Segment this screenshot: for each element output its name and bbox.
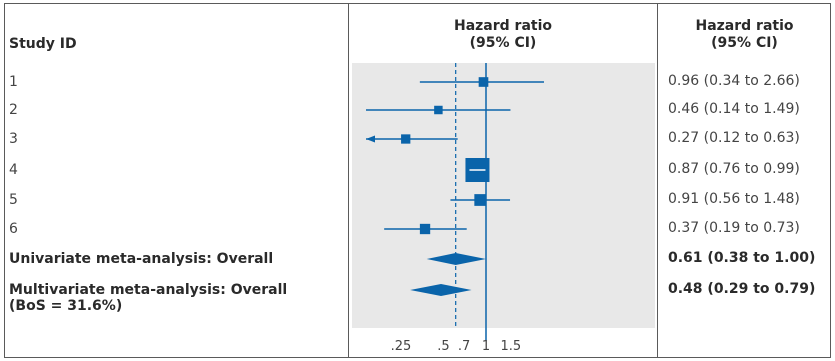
study-point (419, 223, 431, 235)
plot-header: Hazard ratio (95% CI) (349, 18, 657, 52)
study-point (401, 134, 411, 144)
study-point (478, 77, 489, 87)
study-label: 4 (9, 162, 18, 178)
study-label: 6 (9, 221, 18, 237)
x-tick-label: .5 (437, 339, 449, 354)
overall-label: Multivariate meta-analysis: Overall (9, 282, 288, 298)
overall-diamond (410, 284, 472, 296)
hr-column-header-line1: Hazard ratio (695, 18, 794, 34)
study-hr-value: 0.37 (0.19 to 0.73) (668, 220, 800, 236)
study-label: 1 (9, 74, 18, 90)
column-divider-left (348, 3, 349, 358)
study-hr-value: 0.91 (0.56 to 1.48) (668, 191, 800, 207)
figure-frame (4, 3, 831, 358)
overall-label-sub: (BoS = 31.6%) (9, 298, 123, 314)
hr-column-header: Hazard ratio (95% CI) (658, 18, 831, 52)
plot-header-line1: Hazard ratio (453, 18, 553, 34)
x-tick-label: 1 (482, 339, 490, 354)
x-tick-label: 1.5 (501, 339, 522, 354)
overall-label: Univariate meta-analysis: Overall (9, 251, 274, 267)
hr-column-header-line2: (95% CI) (711, 35, 778, 51)
study-label: 3 (9, 131, 18, 147)
study-hr-value: 0.27 (0.12 to 0.63) (668, 130, 800, 146)
study-hr-value: 0.96 (0.34 to 2.66) (668, 73, 800, 89)
overall-diamond (426, 253, 486, 265)
study-hr-value: 0.87 (0.76 to 0.99) (668, 161, 800, 177)
study-id-header: Study ID (9, 36, 77, 52)
study-hr-value: 0.46 (0.14 to 1.49) (668, 101, 800, 117)
x-tick-label: .25 (391, 339, 412, 354)
overall-hr-value: 0.48 (0.29 to 0.79) (668, 281, 816, 297)
overall-row-label: Univariate meta-analysis: Overall (9, 251, 273, 267)
study-label: 5 (9, 192, 18, 208)
column-divider-right (657, 3, 658, 358)
study-point (474, 194, 487, 206)
study-label: 2 (9, 102, 18, 118)
study-point (434, 105, 443, 115)
overall-hr-value: 0.61 (0.38 to 1.00) (668, 250, 816, 266)
overall-row-label: Multivariate meta-analysis: Overall (BoS … (9, 282, 287, 314)
plot-header-line2: (95% CI) (469, 35, 537, 51)
ci-arrow (366, 135, 375, 143)
x-tick-label: .7 (458, 339, 470, 354)
plot-background (352, 63, 655, 328)
